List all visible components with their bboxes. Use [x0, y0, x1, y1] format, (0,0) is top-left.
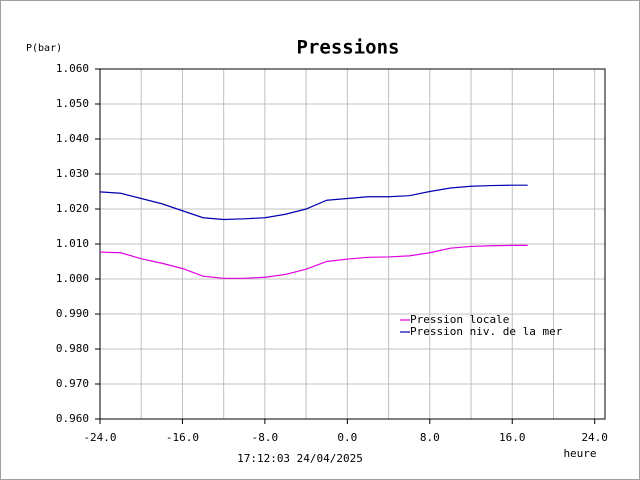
series-line [99, 244, 528, 279]
y-tick-label: 1.040 [56, 132, 89, 145]
x-tick-label: 16.0 [499, 431, 526, 444]
y-tick-label: 1.010 [56, 237, 89, 250]
y-axis-label: P(bar) [26, 43, 62, 54]
series-line [99, 184, 528, 221]
x-tick-label: 8.0 [420, 431, 440, 444]
x-tick-label: 24.0 [581, 431, 608, 444]
y-tick-label: 1.020 [56, 202, 89, 215]
y-tick-label: 0.990 [56, 307, 89, 320]
x-tick-label: 0.0 [337, 431, 357, 444]
legend-label: Pression niv. de la mer [410, 325, 563, 338]
y-tick-label: 1.060 [56, 62, 89, 75]
plot-border [99, 68, 606, 420]
y-tick-label: 0.970 [56, 377, 89, 390]
x-tick-label: -16.0 [166, 431, 199, 444]
x-tick-label: -8.0 [252, 431, 279, 444]
y-tick-label: 1.000 [56, 272, 89, 285]
x-axis-label: heure [563, 447, 596, 460]
y-tick-label: 1.050 [56, 97, 89, 110]
y-tick-label: 0.960 [56, 412, 89, 425]
chart-title: Pressions [297, 37, 400, 59]
y-tick-label: 1.030 [56, 167, 89, 180]
y-tick-label: 0.980 [56, 342, 89, 355]
legend-label: Pression locale [410, 313, 509, 326]
x-tick-label: -24.0 [83, 431, 116, 444]
timestamp: 17:12:03 24/04/2025 [237, 452, 363, 465]
